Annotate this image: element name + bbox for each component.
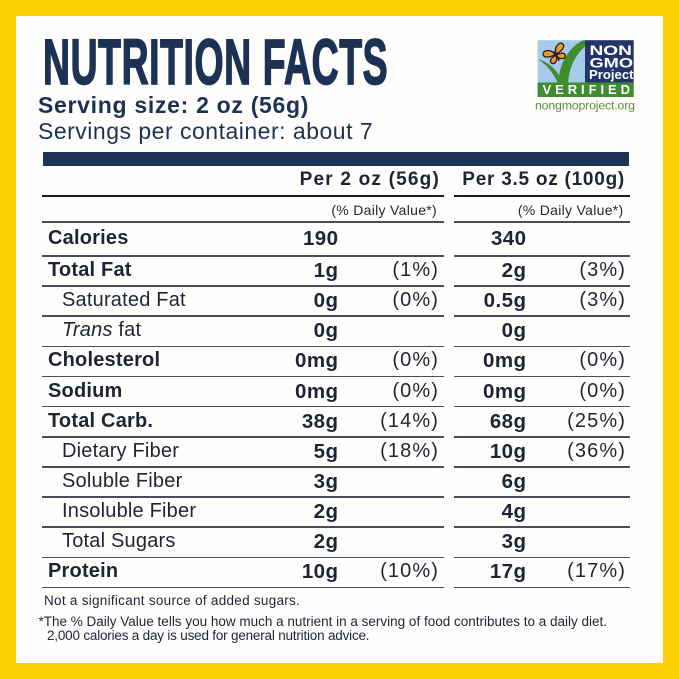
svg-text:nongmoproject.org: nongmoproject.org bbox=[535, 98, 635, 112]
svg-text:NON: NON bbox=[590, 42, 632, 58]
svg-text:GMO: GMO bbox=[590, 55, 634, 71]
svg-text:Project: Project bbox=[589, 67, 634, 82]
